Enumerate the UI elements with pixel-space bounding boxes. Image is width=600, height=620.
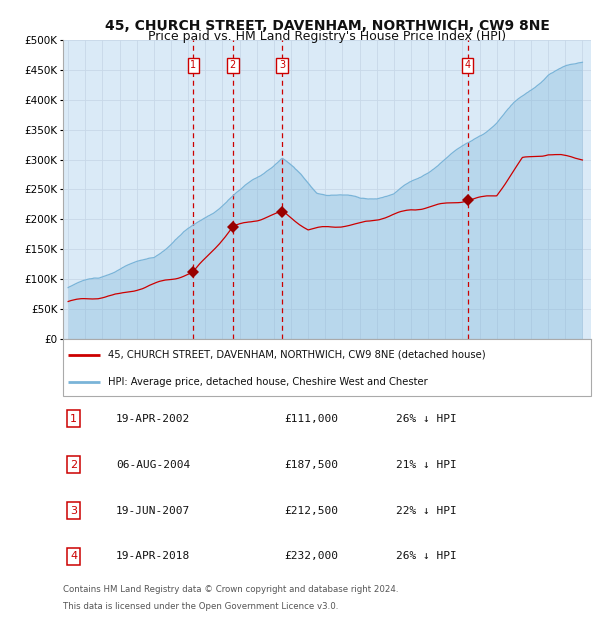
- FancyBboxPatch shape: [63, 339, 591, 396]
- Text: 26% ↓ HPI: 26% ↓ HPI: [395, 551, 457, 562]
- Text: 19-APR-2002: 19-APR-2002: [116, 414, 190, 424]
- Text: 26% ↓ HPI: 26% ↓ HPI: [395, 414, 457, 424]
- Text: 1: 1: [70, 414, 77, 424]
- Text: £212,500: £212,500: [285, 505, 339, 516]
- Text: £232,000: £232,000: [285, 551, 339, 562]
- Text: £111,000: £111,000: [285, 414, 339, 424]
- Text: HPI: Average price, detached house, Cheshire West and Chester: HPI: Average price, detached house, Ches…: [108, 376, 428, 386]
- Text: 45, CHURCH STREET, DAVENHAM, NORTHWICH, CW9 8NE (detached house): 45, CHURCH STREET, DAVENHAM, NORTHWICH, …: [108, 350, 485, 360]
- Text: This data is licensed under the Open Government Licence v3.0.: This data is licensed under the Open Gov…: [63, 602, 338, 611]
- Text: 22% ↓ HPI: 22% ↓ HPI: [395, 505, 457, 516]
- Text: 1: 1: [190, 60, 196, 70]
- Text: Price paid vs. HM Land Registry's House Price Index (HPI): Price paid vs. HM Land Registry's House …: [148, 30, 506, 43]
- Text: 45, CHURCH STREET, DAVENHAM, NORTHWICH, CW9 8NE: 45, CHURCH STREET, DAVENHAM, NORTHWICH, …: [104, 19, 550, 33]
- Text: Contains HM Land Registry data © Crown copyright and database right 2024.: Contains HM Land Registry data © Crown c…: [63, 585, 398, 593]
- Text: 4: 4: [70, 551, 77, 562]
- Text: 4: 4: [464, 60, 470, 70]
- Text: 19-JUN-2007: 19-JUN-2007: [116, 505, 190, 516]
- Text: £187,500: £187,500: [285, 459, 339, 470]
- Text: 2: 2: [70, 459, 77, 470]
- Text: 3: 3: [279, 60, 285, 70]
- Text: 19-APR-2018: 19-APR-2018: [116, 551, 190, 562]
- Text: 21% ↓ HPI: 21% ↓ HPI: [395, 459, 457, 470]
- Text: 3: 3: [70, 505, 77, 516]
- Text: 2: 2: [230, 60, 236, 70]
- Text: 06-AUG-2004: 06-AUG-2004: [116, 459, 190, 470]
